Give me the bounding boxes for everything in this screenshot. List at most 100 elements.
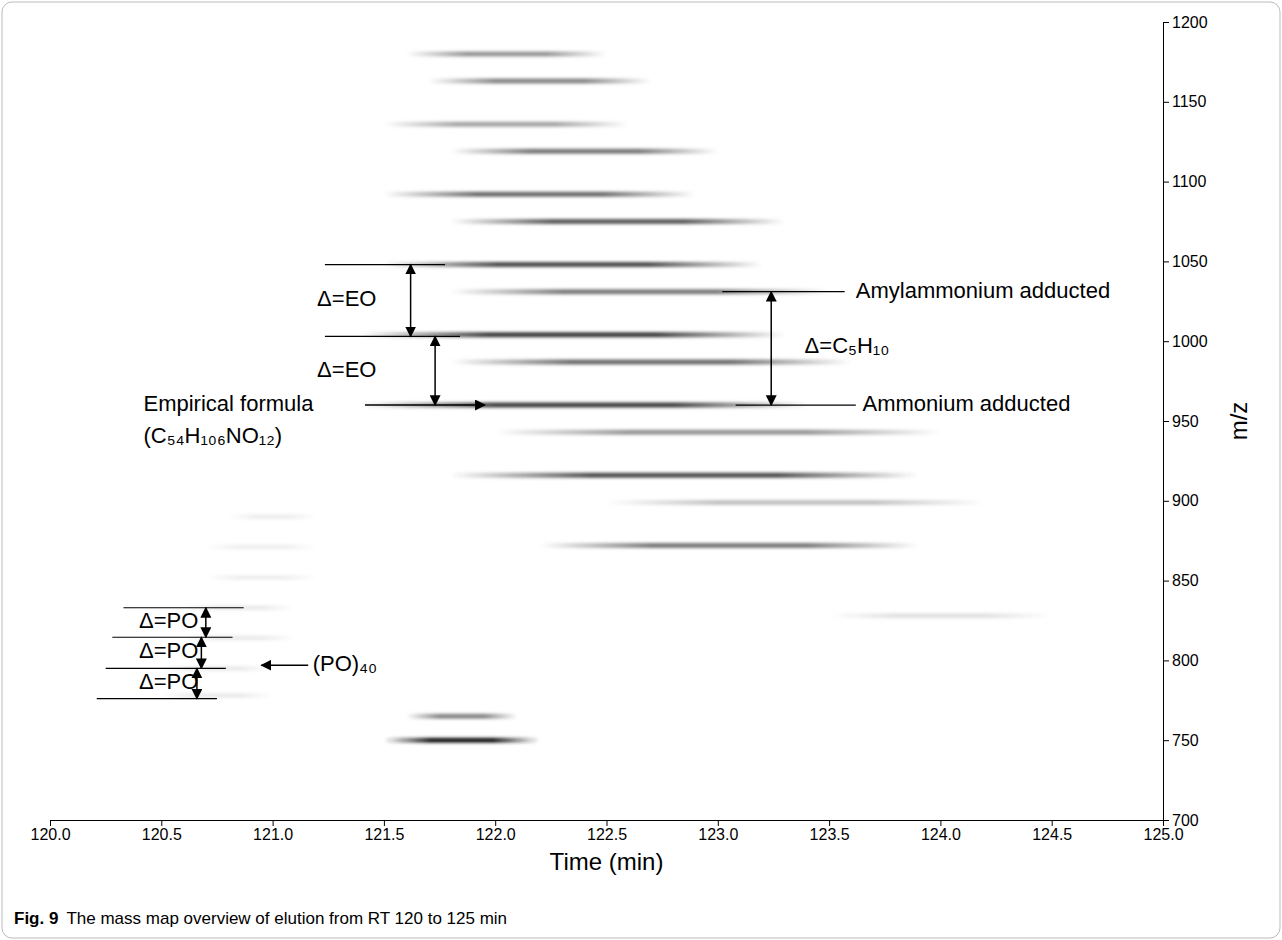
pointer-arrow bbox=[365, 404, 485, 406]
y-axis-title: m/z bbox=[1225, 402, 1252, 441]
x-tick-label: 121.5 bbox=[364, 826, 404, 843]
reference-line bbox=[736, 404, 856, 405]
y-tick-mark bbox=[1163, 740, 1169, 741]
reference-line bbox=[325, 336, 460, 337]
reference-line bbox=[722, 291, 844, 292]
reference-line bbox=[325, 264, 445, 265]
x-tick-mark bbox=[384, 820, 385, 826]
y-tick: 1200 bbox=[1163, 14, 1208, 31]
ion-streak bbox=[406, 51, 606, 56]
ion-streak bbox=[428, 79, 651, 84]
annotation-label: (PO)₄₀ bbox=[313, 651, 378, 676]
x-tick: 120.0 bbox=[30, 820, 70, 843]
y-tick-label: 750 bbox=[1172, 732, 1199, 749]
x-tick-mark bbox=[1052, 820, 1053, 826]
delta-arrow bbox=[770, 292, 772, 405]
y-tick: 1000 bbox=[1163, 333, 1208, 350]
delta-arrow bbox=[205, 608, 207, 638]
y-tick: 1150 bbox=[1163, 93, 1207, 110]
ion-streak bbox=[406, 714, 517, 719]
y-tick-label: 800 bbox=[1172, 652, 1199, 669]
y-tick-label: 700 bbox=[1172, 812, 1199, 829]
figure-label: Fig. 9 bbox=[14, 909, 58, 928]
ion-streak bbox=[161, 693, 272, 698]
annotation-label: Δ=EO bbox=[317, 357, 376, 382]
delta-arrow bbox=[201, 637, 203, 668]
y-tick-mark bbox=[1163, 341, 1169, 342]
ion-streak bbox=[495, 430, 940, 435]
x-tick-mark bbox=[940, 820, 941, 826]
ion-streak bbox=[829, 613, 1052, 618]
figure: 120.0 120.5 121.0 121.5 122.0 122.5 123.0 123.5… bbox=[0, 0, 1282, 940]
y-tick: 1050 bbox=[1163, 253, 1208, 270]
ion-streak bbox=[184, 636, 295, 641]
ion-streak bbox=[228, 514, 317, 519]
annotation-label: Δ=EO bbox=[317, 286, 376, 311]
y-tick-mark bbox=[1163, 820, 1169, 821]
x-tick-mark bbox=[50, 820, 51, 826]
annotations: Δ=EOΔ=EOEmpirical formula(C₅₄H₁₀₆NO₁₂)Am… bbox=[97, 265, 1110, 699]
annotation-label: Amylammonium adducted bbox=[856, 278, 1110, 303]
ion-streak bbox=[206, 575, 317, 580]
x-tick-mark bbox=[495, 820, 496, 826]
x-tick: 120.5 bbox=[142, 820, 182, 843]
y-tick: 1100 bbox=[1163, 173, 1207, 190]
x-tick: 123.0 bbox=[698, 820, 738, 843]
x-tick-label: 122.0 bbox=[476, 826, 516, 843]
y-tick-label: 1100 bbox=[1172, 173, 1207, 190]
y-tick-mark bbox=[1163, 182, 1169, 183]
y-tick: 950 bbox=[1163, 413, 1199, 430]
annotation-label: Empirical formula bbox=[143, 391, 314, 416]
x-tick-label: 124.0 bbox=[921, 826, 961, 843]
y-tick-label: 950 bbox=[1172, 413, 1199, 430]
x-tick: 122.5 bbox=[587, 820, 627, 843]
x-axis: 120.0 120.5 121.0 121.5 122.0 122.5 123.0 123.5… bbox=[30, 820, 1183, 843]
y-tick-label: 1150 bbox=[1172, 93, 1207, 110]
x-tick-label: 125.0 bbox=[1143, 826, 1183, 843]
ion-streak bbox=[206, 545, 317, 550]
x-tick: 124.5 bbox=[1032, 820, 1072, 843]
reference-line bbox=[97, 698, 217, 699]
caption: Fig. 9 The mass map overview of elution f… bbox=[14, 909, 507, 928]
ion-streak bbox=[384, 738, 540, 743]
y-tick-label: 1200 bbox=[1172, 14, 1208, 31]
y-tick-label: 1000 bbox=[1172, 333, 1208, 350]
annotation-label: Δ=PO bbox=[139, 669, 198, 694]
ion-streak bbox=[540, 543, 918, 548]
y-tick: 700 bbox=[1163, 812, 1199, 829]
caption-title: The mass map overview of elution from RT… bbox=[66, 909, 507, 928]
x-tick-label: 121.0 bbox=[253, 826, 293, 843]
x-tick: 121.5 bbox=[364, 820, 404, 843]
x-tick-label: 120.5 bbox=[142, 826, 182, 843]
figure-frame bbox=[2, 2, 1280, 938]
y-tick-label: 850 bbox=[1172, 572, 1199, 589]
y-tick: 850 bbox=[1163, 572, 1199, 589]
x-tick-label: 120.0 bbox=[30, 826, 70, 843]
y-tick-mark bbox=[1163, 102, 1169, 103]
annotation-label: Δ=C₅H₁₀ bbox=[805, 333, 890, 358]
x-tick-mark bbox=[161, 820, 162, 826]
y-tick-mark bbox=[1163, 501, 1169, 502]
x-tick: 123.5 bbox=[810, 820, 850, 843]
ion-streak bbox=[451, 359, 852, 364]
y-tick-label: 900 bbox=[1172, 492, 1199, 509]
ion-streak bbox=[451, 473, 918, 478]
y-tick: 750 bbox=[1163, 732, 1199, 749]
y-tick: 800 bbox=[1163, 652, 1199, 669]
ion-streak bbox=[384, 192, 696, 197]
annotation-label: Δ=PO bbox=[139, 638, 198, 663]
y-tick-mark bbox=[1163, 581, 1169, 582]
x-tick-label: 123.5 bbox=[810, 826, 850, 843]
x-tick-label: 123.0 bbox=[698, 826, 738, 843]
y-tick-mark bbox=[1163, 660, 1169, 661]
annotation-label: Ammonium adducted bbox=[862, 391, 1070, 416]
x-tick: 122.0 bbox=[476, 820, 516, 843]
ion-streak bbox=[451, 219, 785, 224]
y-axis-line bbox=[1164, 23, 1170, 821]
delta-arrow bbox=[410, 265, 412, 337]
y-tick-label: 1050 bbox=[1172, 253, 1208, 270]
y-tick-mark bbox=[1163, 421, 1169, 422]
ion-streak bbox=[451, 149, 718, 154]
ion-streak bbox=[384, 122, 629, 127]
y-axis: 700 750 800 850 900 950 1000 1050 1100 1150 1200 bbox=[1163, 14, 1208, 829]
